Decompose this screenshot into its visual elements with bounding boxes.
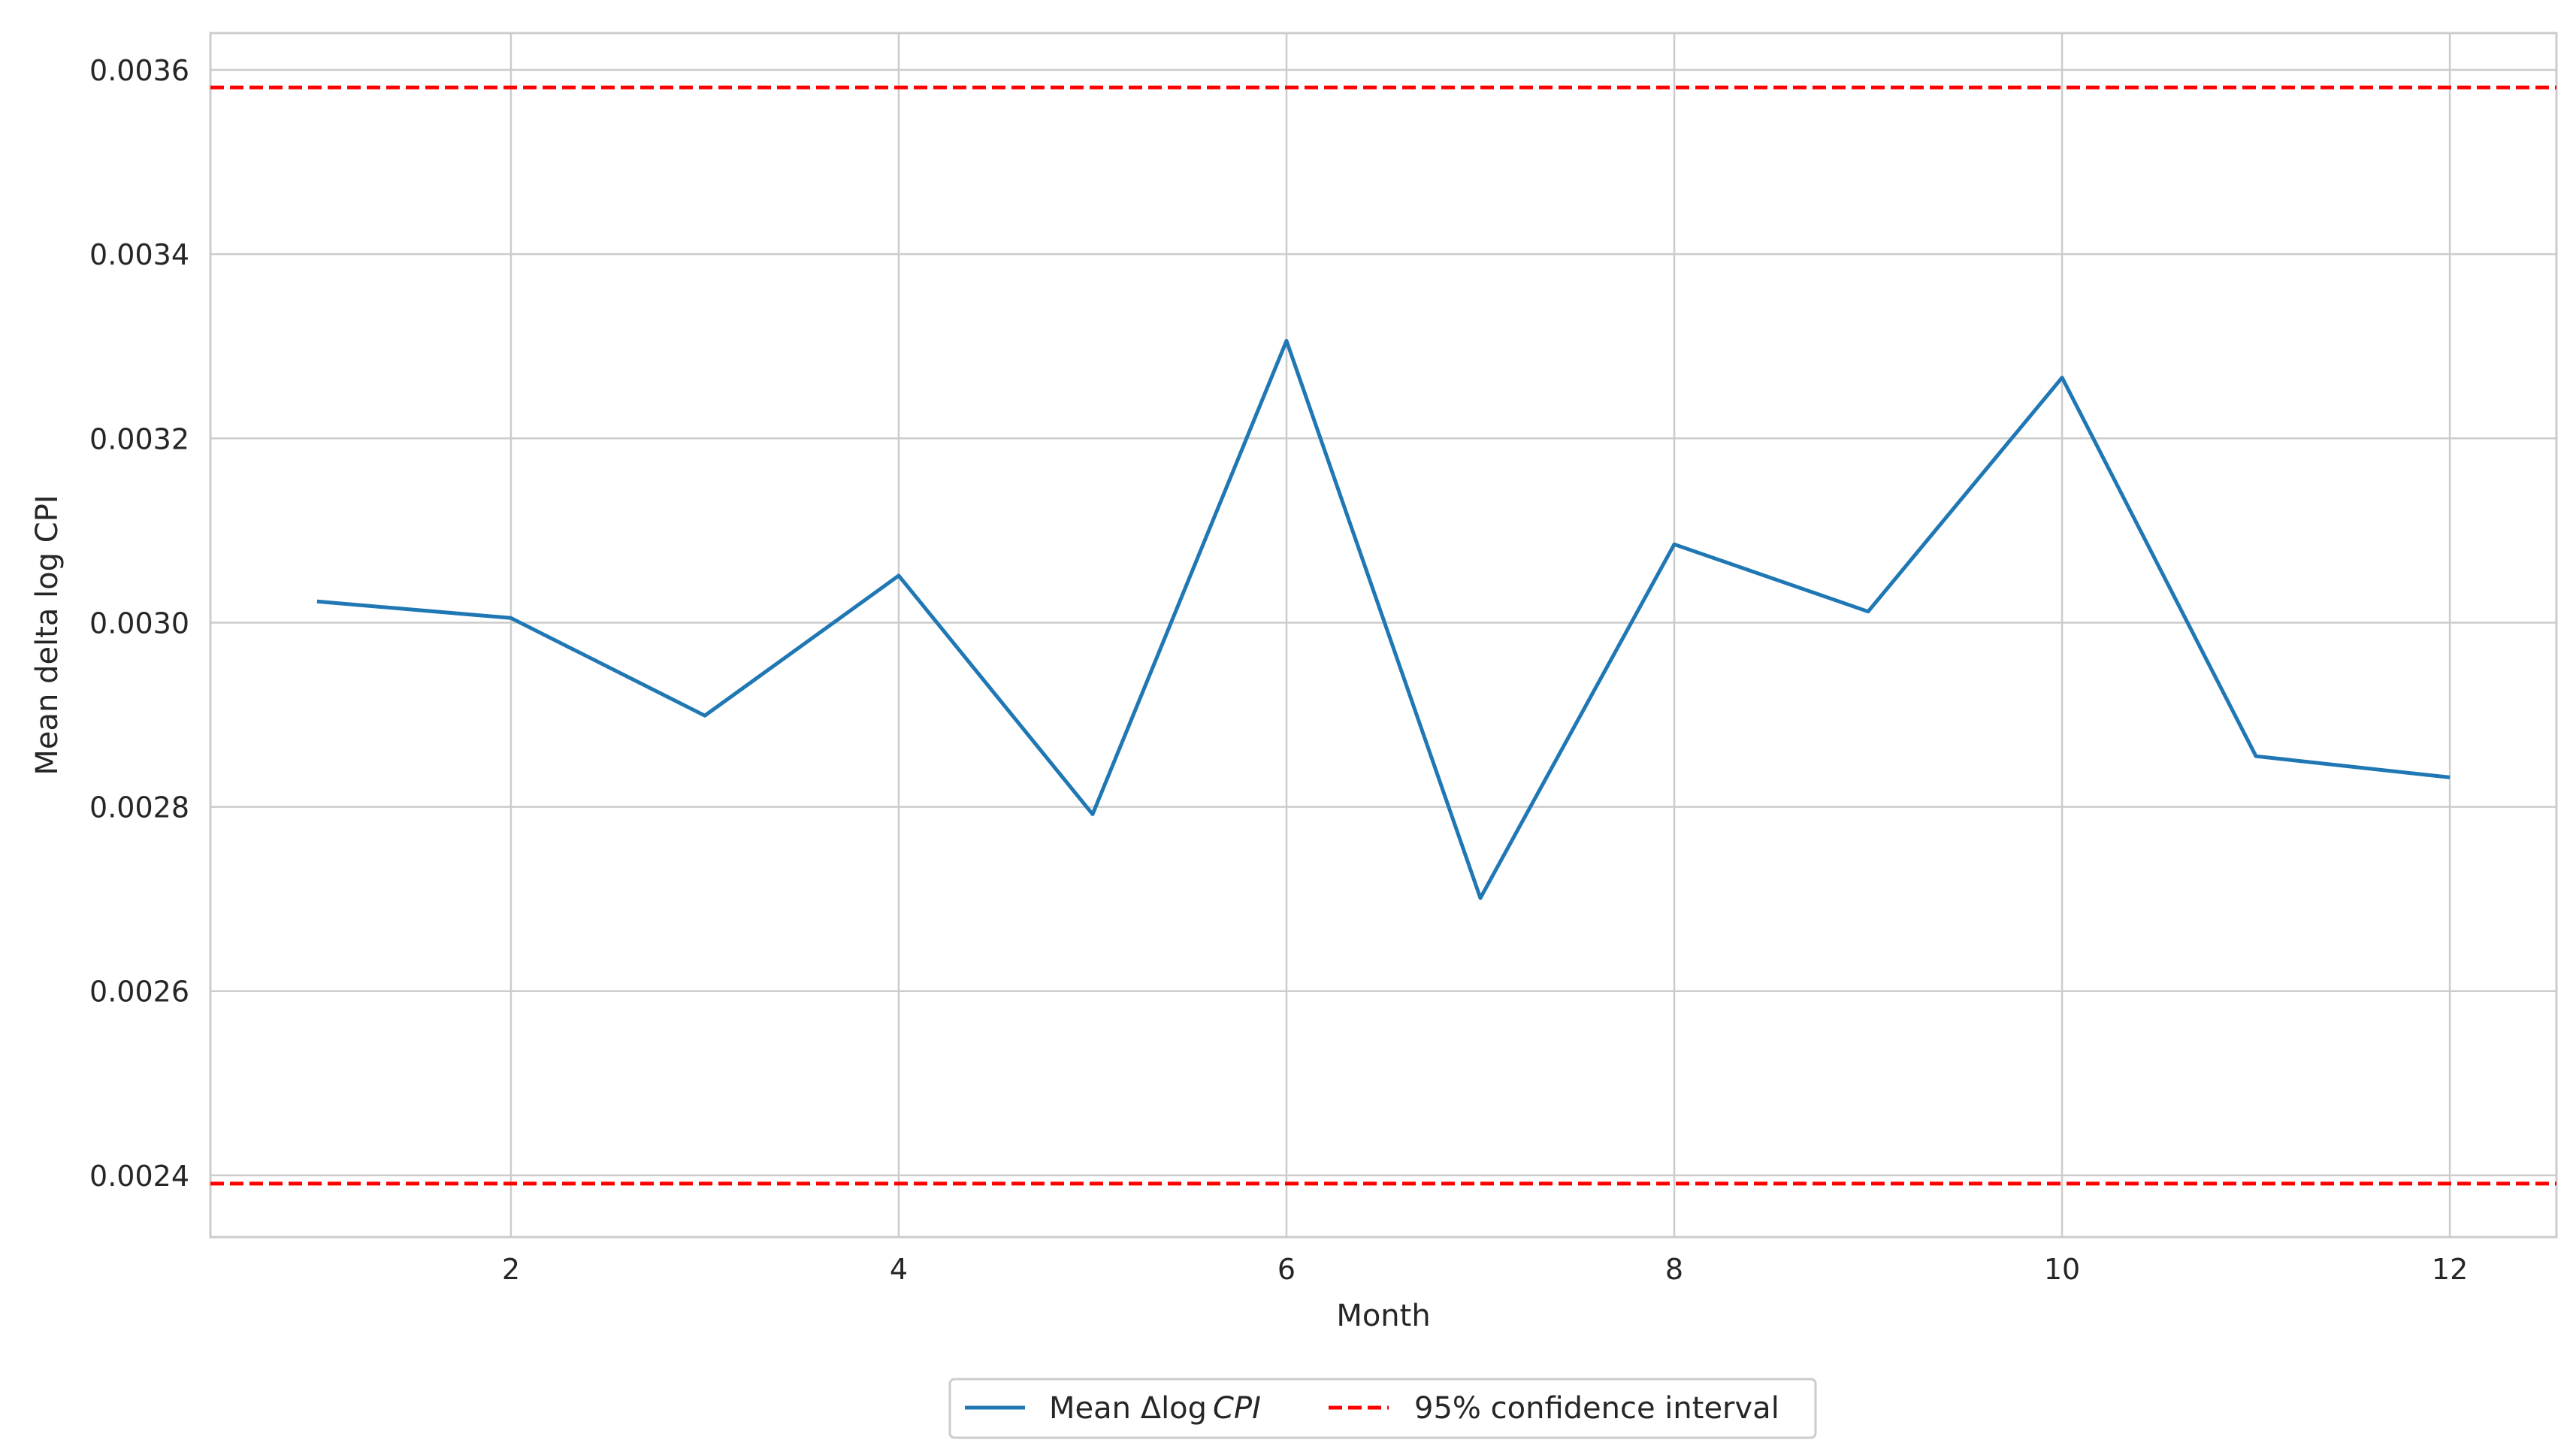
series-lines (316, 338, 2451, 900)
x-axis-label: Month (1336, 1299, 1430, 1333)
y-tick-label: 0.0030 (89, 607, 189, 640)
x-gridlines (509, 33, 2451, 1237)
x-tick-label: 4 (890, 1253, 908, 1286)
x-tick-label: 10 (2044, 1253, 2080, 1286)
x-tick-label: 6 (1277, 1253, 1296, 1286)
legend-label-mean: Mean Δlog CPI (1049, 1391, 1261, 1426)
y-axis-label: Mean delta log CPI (30, 495, 65, 775)
x-tick-label: 8 (1665, 1253, 1683, 1286)
y-tick-labels: 0.0024 0.0026 0.0028 0.0030 0.0032 0.0034 0.00… (89, 54, 189, 1193)
legend-box (948, 1378, 1817, 1439)
series-line-mean (316, 338, 2451, 900)
y-tick-label: 0.0028 (89, 791, 189, 824)
y-tick-label: 0.0032 (89, 422, 189, 455)
plot-frame (209, 32, 2558, 1239)
confidence-interval-lines (210, 85, 2556, 1186)
legend-label-ci: 95% confidence interval (1414, 1391, 1779, 1426)
x-tick-labels: 2 4 6 8 10 12 (502, 1253, 2468, 1286)
legend: Mean Δlog CPI 95% confidence interval (948, 1378, 1817, 1439)
y-tick-label: 0.0024 (89, 1160, 189, 1193)
x-tick-label: 12 (2432, 1253, 2468, 1286)
y-tick-label: 0.0026 (89, 976, 189, 1009)
y-tick-label: 0.0036 (89, 54, 189, 87)
y-tick-label: 0.0034 (89, 238, 189, 271)
x-tick-label: 2 (502, 1253, 520, 1286)
y-gridlines (210, 68, 2556, 1177)
